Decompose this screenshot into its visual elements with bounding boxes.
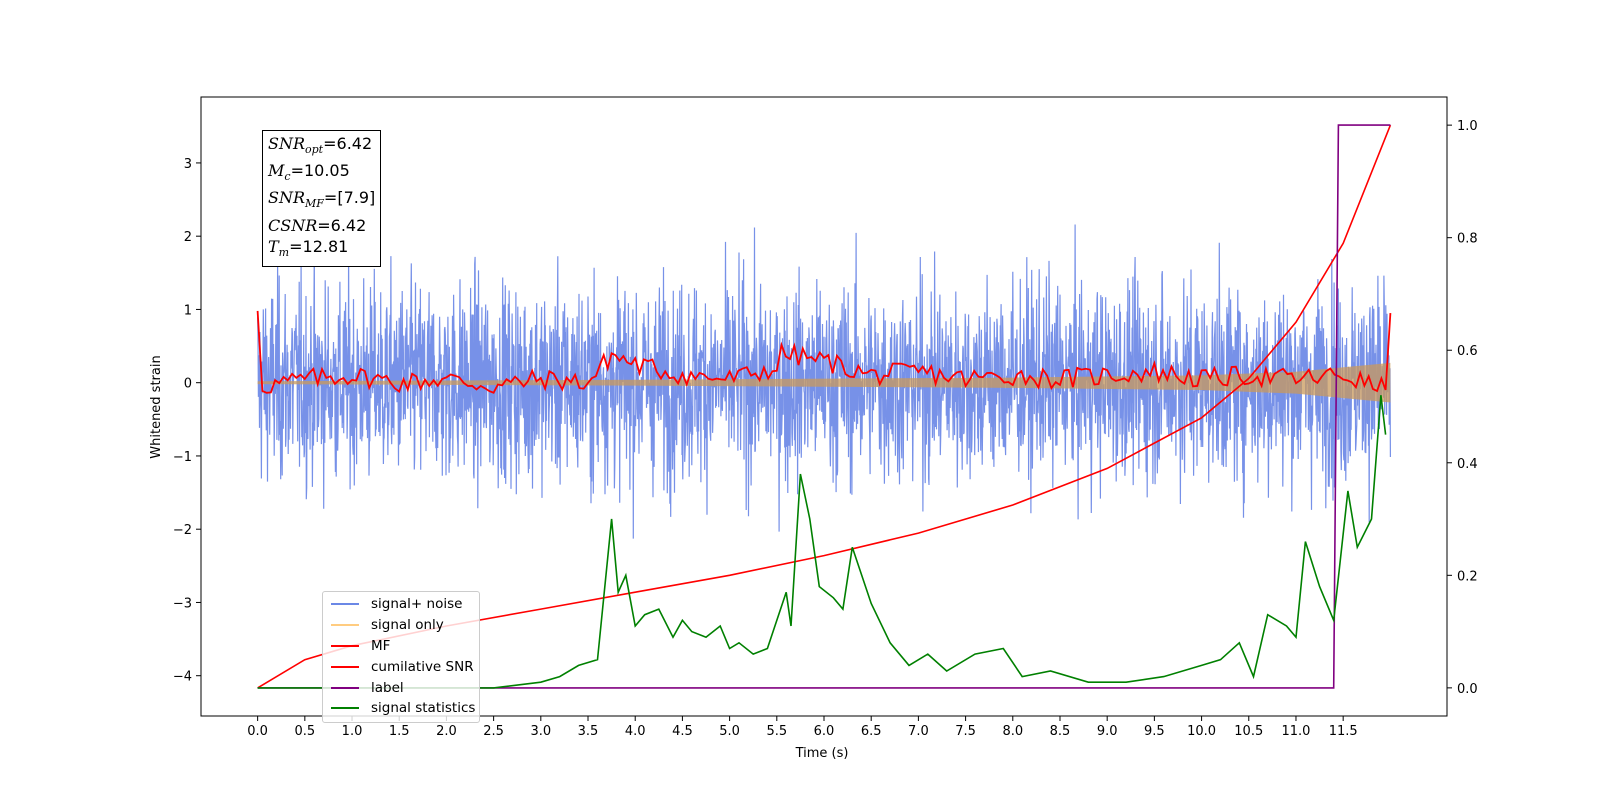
x-tick-label: 1.0	[342, 724, 363, 739]
x-tick-label: 10.5	[1234, 724, 1263, 739]
snr-opt-line: SNRopt=6.42	[268, 134, 373, 157]
y-tick-label: 2	[184, 230, 192, 245]
snr-mf-line: SNRMF=[7.9]	[268, 188, 376, 211]
legend: signal+ noise signal only MF cumilative SNR…	[322, 591, 480, 723]
legend-swatch	[331, 644, 359, 647]
signal-only-series	[257, 362, 1391, 403]
y-tick-label: 0	[184, 377, 192, 392]
legend-label: signal statistics	[371, 700, 476, 717]
y-tick-label: −1	[173, 450, 192, 465]
y2-tick-label: 1.0	[1457, 119, 1478, 134]
legend-label: MF	[371, 637, 391, 654]
x-tick-label: 9.5	[1144, 724, 1165, 739]
legend-swatch	[331, 624, 359, 627]
y-axis-right: 1.0 0.8 0.6 0.4 0.2 0.0	[1447, 119, 1478, 697]
signal-plus-noise-line	[257, 224, 1391, 539]
x-tick-label: 3.0	[530, 724, 551, 739]
legend-swatch	[331, 603, 359, 606]
legend-item: signal+ noise	[323, 594, 479, 615]
x-tick-label: 4.0	[625, 724, 646, 739]
signal-statistics-line	[257, 395, 1387, 689]
signal-plus-noise-series	[257, 224, 1391, 539]
y-tick-label: −3	[173, 596, 192, 611]
x-axis-label: Time (s)	[795, 746, 849, 761]
x-tick-label: 2.0	[436, 724, 457, 739]
x-tick-label: 6.0	[814, 724, 835, 739]
x-tick-label: 0.5	[294, 724, 315, 739]
x-tick-label: 1.5	[389, 724, 410, 739]
legend-label: cumilative SNR	[371, 658, 474, 675]
y2-tick-label: 0.8	[1457, 232, 1478, 247]
x-tick-label: 4.5	[672, 724, 693, 739]
x-tick-label: 5.5	[766, 724, 787, 739]
csnr-line: CSNR=6.42	[268, 215, 367, 235]
signal-only-band	[257, 362, 1391, 403]
legend-item: signal only	[323, 615, 479, 636]
y2-tick-label: 0.4	[1457, 457, 1478, 472]
y-tick-label: 1	[184, 303, 192, 318]
x-tick-label: 3.5	[578, 724, 599, 739]
x-tick-label: 11.5	[1329, 724, 1358, 739]
legend-label: label	[371, 679, 404, 696]
y2-tick-label: 0.6	[1457, 344, 1478, 359]
x-tick-label: 0.0	[247, 724, 268, 739]
label-line	[257, 124, 1391, 689]
x-tick-label: 7.5	[955, 724, 976, 739]
legend-swatch	[331, 665, 359, 668]
legend-swatch	[331, 707, 359, 710]
y-tick-label: −4	[173, 670, 192, 685]
x-tick-label: 8.5	[1050, 724, 1071, 739]
y-axis-left: 3 2 1 0 −1 −2 −3 −4	[173, 157, 201, 685]
annotation-box: SNRopt=6.42 Mc=10.05 SNRMF=[7.9] CSNR=6.…	[262, 130, 382, 267]
mc-line: Mc=10.05	[268, 161, 350, 184]
tm-line: Tm=12.81	[268, 236, 349, 259]
legend-swatch	[331, 686, 359, 689]
legend-item: label	[323, 677, 479, 698]
legend-item: cumilative SNR	[323, 656, 479, 677]
x-tick-label: 11.0	[1281, 724, 1310, 739]
legend-item: signal statistics	[323, 698, 479, 719]
legend-label: signal only	[371, 617, 444, 634]
mf-line	[256, 310, 1392, 394]
legend-label: signal+ noise	[371, 596, 463, 613]
y2-tick-label: 0.0	[1457, 682, 1478, 697]
x-tick-label: 5.0	[719, 724, 740, 739]
y2-tick-label: 0.2	[1457, 569, 1478, 584]
x-tick-label: 6.5	[861, 724, 882, 739]
x-tick-label: 10.0	[1187, 724, 1216, 739]
x-tick-label: 7.0	[908, 724, 929, 739]
y-axis-label: Whitened strain	[149, 355, 164, 458]
y-tick-label: 3	[184, 157, 192, 172]
x-tick-label: 2.5	[483, 724, 504, 739]
y-tick-label: −2	[173, 523, 192, 538]
x-tick-label: 9.0	[1097, 724, 1118, 739]
x-axis: 0.0 0.5 1.0 1.5 2.0 2.5 3.0 3.5 4.0 4.5 5.0 5.5 6.0 6…	[247, 716, 1358, 739]
x-tick-label: 8.0	[1002, 724, 1023, 739]
legend-item: MF	[323, 636, 479, 657]
